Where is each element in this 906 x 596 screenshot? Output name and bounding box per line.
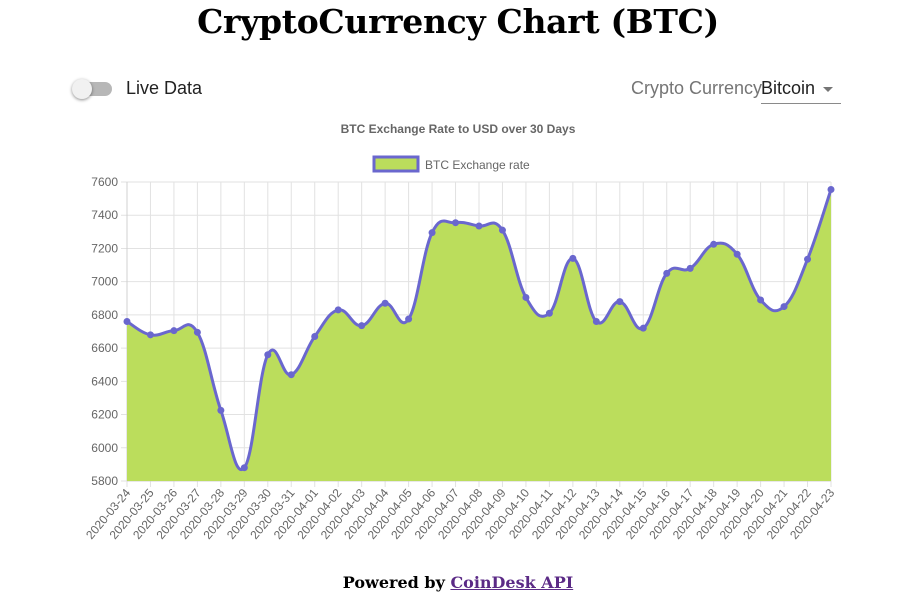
data-point [475, 222, 483, 230]
y-tick-label: 5800 [91, 474, 118, 488]
footer-prefix: Powered by [342, 573, 451, 592]
data-point [686, 264, 694, 272]
legend[interactable]: BTC Exchange rate [372, 155, 530, 173]
data-point [240, 464, 248, 472]
y-axis: 5800 6000 6200 6400 6600 6800 7000 7200 7400 7600 [91, 175, 118, 488]
y-tick-label: 6800 [91, 308, 118, 322]
data-point [780, 303, 788, 311]
data-point [405, 315, 413, 323]
crypto-currency-label: Crypto Currency [631, 78, 763, 98]
data-point [545, 309, 553, 317]
data-point [123, 318, 131, 326]
series-btc [123, 185, 835, 481]
y-tick-label: 7000 [91, 275, 118, 289]
live-data-label: Live Data [126, 78, 203, 98]
crypto-currency-value: Bitcoin [761, 78, 816, 98]
data-point [710, 240, 718, 248]
data-point [381, 299, 389, 307]
legend-swatch [372, 155, 420, 173]
caret-down-icon [823, 87, 833, 92]
data-point [592, 318, 600, 326]
data-point [311, 332, 319, 340]
data-point [193, 328, 201, 336]
y-tick-label: 6400 [91, 374, 118, 388]
data-point [452, 219, 460, 227]
data-point [146, 331, 154, 339]
data-point [569, 254, 577, 262]
x-axis: 2020-03-242020-03-252020-03-262020-03-27… [83, 486, 837, 542]
toggle-thumb[interactable] [72, 79, 92, 99]
page-title: CryptoCurrency Chart (BTC) [197, 2, 719, 41]
chart-title: BTC Exchange Rate to USD over 30 Days [341, 122, 576, 136]
y-tick-label: 7600 [91, 175, 118, 189]
y-tick-label: 6200 [91, 408, 118, 422]
data-point [663, 269, 671, 277]
footer: Powered by CoinDesk API [0, 573, 906, 592]
live-data-toggle[interactable] [72, 79, 116, 99]
coindesk-api-link[interactable]: CoinDesk API [450, 573, 574, 592]
legend-label: BTC Exchange rate [425, 158, 530, 172]
data-point [522, 293, 530, 301]
y-tick-label: 6600 [91, 341, 118, 355]
series-area [127, 189, 831, 481]
y-tick-label: 7400 [91, 208, 118, 222]
data-point [170, 327, 178, 335]
data-point [639, 324, 647, 332]
data-point [334, 306, 342, 314]
y-tick-label: 7200 [91, 241, 118, 255]
data-point [358, 322, 366, 330]
data-point [428, 229, 436, 237]
data-point [757, 296, 765, 304]
btc-exchange-chart: BTC Exchange Rate to USD over 30 Days BT… [83, 122, 837, 542]
data-point [498, 226, 506, 234]
y-tick-label: 6000 [91, 441, 118, 455]
data-point [804, 255, 812, 263]
data-point [287, 371, 295, 379]
data-point [616, 298, 624, 306]
data-point [827, 185, 835, 193]
data-point [733, 250, 741, 258]
data-point [264, 351, 272, 359]
data-point [217, 406, 225, 414]
crypto-currency-select[interactable]: Bitcoin [761, 76, 841, 104]
